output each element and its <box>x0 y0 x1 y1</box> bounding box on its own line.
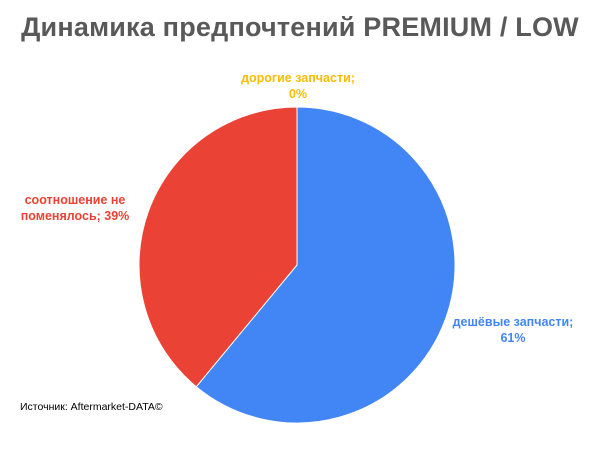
slice-label-expensive-parts-line-2: 0% <box>288 87 308 101</box>
slice-label-unchanged: соотношение не поменялось; 39% <box>20 192 130 224</box>
pie-slice-cheap-parts <box>195 106 456 424</box>
slice-label-cheap-parts-line-2: 61% <box>500 331 526 345</box>
source-note: Источник: Aftermarket-DATA© <box>20 401 163 413</box>
slice-label-cheap-parts-line-1: дешёвые запчасти; <box>452 315 574 329</box>
slice-label-cheap-parts: дешёвые запчасти; 61% <box>448 314 578 346</box>
slice-label-unchanged-line-2: поменялось; 39% <box>20 209 130 223</box>
chart-title: Динамика предпочтений PREMIUM / LOW <box>21 12 579 42</box>
slice-label-expensive-parts-line-1: дорогие запчасти; <box>241 71 355 85</box>
pie-slice-unchanged <box>138 106 298 388</box>
slice-label-expensive-parts: дорогие запчасти; 0% <box>228 70 368 102</box>
slice-label-unchanged-line-1: соотношение не <box>24 193 126 207</box>
